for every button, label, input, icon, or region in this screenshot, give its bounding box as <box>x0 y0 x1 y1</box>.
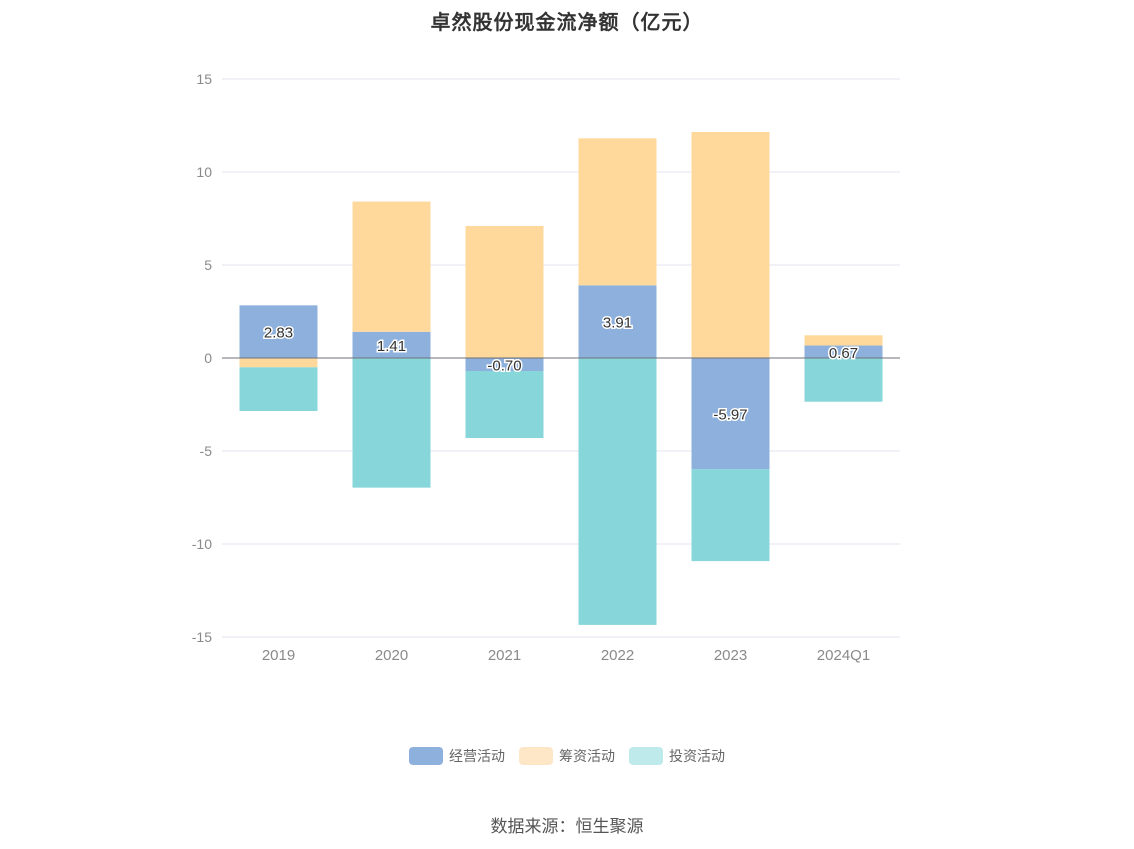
legend-swatch-operating <box>409 747 443 765</box>
bar-0-2020[interactable] <box>352 331 431 358</box>
bar-0-2021[interactable] <box>465 358 544 372</box>
legend-label-financing: 筹资活动 <box>559 749 615 765</box>
y-axis-ticks: 15 10 5 0 -5 -10 -15 <box>192 71 212 645</box>
y-tick-label: -15 <box>192 629 212 645</box>
chart-legend: 经营活动 筹资活动 投资活动 <box>0 746 1134 766</box>
data-label-2020: 1.41 <box>377 338 406 355</box>
bar-1-2020[interactable] <box>352 201 431 332</box>
bar-2-2020[interactable] <box>352 358 431 488</box>
x-axis-ticks: 2019 2020 2021 2022 2023 2024Q1 <box>262 647 870 664</box>
bar-2-2021[interactable] <box>465 371 544 438</box>
y-tick-label: 5 <box>204 257 212 273</box>
bars <box>239 132 883 625</box>
data-label-2019: 2.83 <box>264 325 293 342</box>
x-tick-label: 2023 <box>714 647 747 664</box>
y-tick-label: 10 <box>196 164 212 180</box>
legend-item-financing[interactable]: 筹资活动 <box>519 746 615 766</box>
x-tick-label: 2022 <box>601 647 634 664</box>
data-label-2021: -0.70 <box>487 358 521 375</box>
y-tick-label: -5 <box>200 443 213 459</box>
grid-lines <box>222 78 900 638</box>
data-label-2024Q1: 0.67 <box>829 345 858 362</box>
bar-1-2022[interactable] <box>578 138 657 286</box>
bar-1-2023[interactable] <box>691 132 770 358</box>
y-tick-label: -10 <box>192 536 212 552</box>
x-tick-label: 2020 <box>375 647 408 664</box>
bar-1-2021[interactable] <box>465 225 544 358</box>
bar-2-2019[interactable] <box>239 367 318 412</box>
bar-0-2024Q1[interactable] <box>804 345 883 358</box>
chart-title: 卓然股份现金流净额（亿元） <box>430 10 704 34</box>
x-tick-label: 2019 <box>262 647 295 664</box>
bar-2-2022[interactable] <box>578 358 657 625</box>
legend-item-operating[interactable]: 经营活动 <box>409 746 505 766</box>
legend-item-investing[interactable]: 投资活动 <box>629 746 725 766</box>
data-labels: 2.83 1.41 -0.70 3.91 -5.97 0.67 <box>262 313 859 425</box>
bar-2-2023[interactable] <box>691 469 770 562</box>
x-tick-label: 2024Q1 <box>817 647 870 664</box>
y-tick-label: 15 <box>196 71 212 87</box>
bar-0-2023[interactable] <box>691 358 770 470</box>
bar-1-2024Q1[interactable] <box>804 335 883 346</box>
data-label-2023: -5.97 <box>713 407 747 424</box>
bar-0-2022[interactable] <box>578 285 657 358</box>
legend-swatch-investing <box>629 747 663 765</box>
y-tick-label: 0 <box>204 350 212 366</box>
legend-label-operating: 经营活动 <box>449 749 505 765</box>
bar-0-2019[interactable] <box>239 305 318 358</box>
bar-2-2024Q1[interactable] <box>804 358 883 402</box>
bar-1-2019[interactable] <box>239 358 318 368</box>
x-tick-label: 2021 <box>488 647 521 664</box>
data-label-2022: 3.91 <box>603 315 632 332</box>
legend-label-investing: 投资活动 <box>669 749 725 765</box>
data-source: 数据来源：恒生聚源 <box>490 817 644 837</box>
legend-swatch-financing <box>519 747 553 765</box>
